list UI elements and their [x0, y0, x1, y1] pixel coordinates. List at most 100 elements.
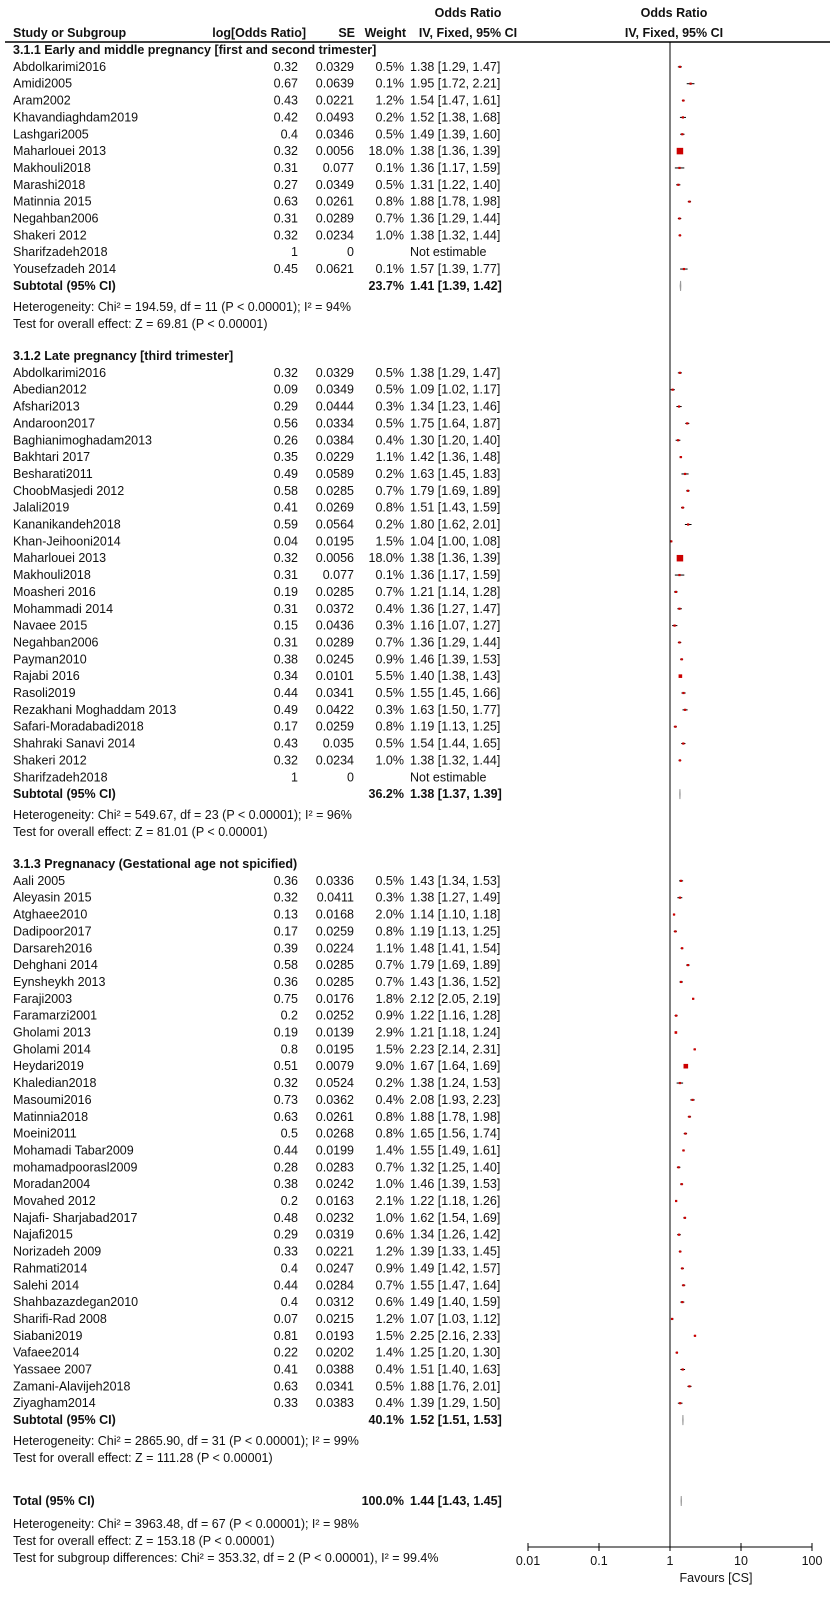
- study-log-or: 0.29: [274, 1228, 298, 1242]
- study-name: Negahban2006: [13, 212, 99, 226]
- study-se: 0.0242: [316, 1177, 354, 1191]
- study-name: Kananikandeh2018: [13, 518, 121, 532]
- study-se: 0.0285: [316, 975, 354, 989]
- header-weight: Weight: [365, 26, 407, 40]
- study-marker: [676, 439, 680, 442]
- study-name: Faraji2003: [13, 992, 72, 1006]
- study-or-ci: 1.22 [1.16, 1.28]: [410, 1009, 500, 1023]
- study-or-ci: Not estimable: [410, 770, 486, 784]
- study-se: 0.0247: [316, 1261, 354, 1275]
- study-log-or: 0.04: [274, 534, 298, 548]
- study-marker: [681, 1368, 684, 1371]
- study-or-ci: 1.55 [1.47, 1.64]: [410, 1278, 500, 1292]
- study-or-ci: 1.88 [1.76, 2.01]: [410, 1379, 500, 1393]
- study-marker: [681, 506, 684, 509]
- study-name: Jalali2019: [13, 501, 69, 515]
- study-name: Atghaee2010: [13, 908, 87, 922]
- study-name: Shakeri 2012: [13, 753, 87, 767]
- study-or-ci: 1.51 [1.40, 1.63]: [410, 1363, 500, 1377]
- subtotal-diamond: [679, 280, 682, 291]
- study-weight: 0.4%: [376, 433, 405, 447]
- study-se: 0.0283: [316, 1160, 354, 1174]
- study-name: Andaroon2017: [13, 416, 95, 430]
- study-name: Ziyagham2014: [13, 1396, 96, 1410]
- study-weight: 0.7%: [376, 212, 405, 226]
- study-log-or: 0.56: [274, 416, 298, 430]
- study-or-ci: 1.40 [1.38, 1.43]: [410, 669, 500, 683]
- study-name: Zamani-Alavijeh2018: [13, 1379, 130, 1393]
- subgroup-title: 3.1.1 Early and middle pregnancy [first …: [13, 43, 376, 57]
- study-se: 0.0056: [316, 144, 354, 158]
- study-name: Mohamadi Tabar2009: [13, 1143, 134, 1157]
- study-or-ci: 2.12 [2.05, 2.19]: [410, 992, 500, 1006]
- study-log-or: 0.75: [274, 992, 298, 1006]
- study-name: Najafi2015: [13, 1228, 73, 1242]
- study-se: 0.0284: [316, 1278, 354, 1292]
- study-or-ci: 1.79 [1.69, 1.89]: [410, 958, 500, 972]
- study-weight: 0.5%: [376, 178, 405, 192]
- study-marker: [675, 1351, 678, 1354]
- study-weight: 0.9%: [376, 1009, 405, 1023]
- study-weight: 0.5%: [376, 1379, 405, 1393]
- study-name: Yassaee 2007: [13, 1363, 92, 1377]
- study-marker: [680, 1183, 683, 1186]
- study-name: Abdolkarimi2016: [13, 60, 106, 74]
- header-study: Study or Subgroup: [13, 26, 127, 40]
- study-se: 0.0411: [317, 891, 354, 905]
- study-or-ci: 1.21 [1.14, 1.28]: [410, 585, 500, 599]
- header-plot-title: Odds Ratio: [641, 6, 708, 20]
- study-se: 0.0384: [316, 433, 354, 447]
- study-weight: 18.0%: [369, 551, 404, 565]
- subtotal-weight: 23.7%: [369, 279, 404, 293]
- study-log-or: 0.4: [281, 1295, 298, 1309]
- study-weight: 2.0%: [376, 908, 405, 922]
- study-log-or: 0.63: [274, 1379, 298, 1393]
- study-se: 0.0259: [316, 720, 354, 734]
- study-se: 0.0422: [316, 703, 354, 717]
- study-or-ci: 1.65 [1.56, 1.74]: [410, 1127, 500, 1141]
- study-se: 0.0285: [316, 585, 354, 599]
- study-weight: 1.2%: [376, 94, 405, 108]
- study-or-ci: 1.52 [1.38, 1.68]: [410, 110, 500, 124]
- study-name: Dehghani 2014: [13, 958, 98, 972]
- study-name: Moradan2004: [13, 1177, 90, 1191]
- study-log-or: 0.32: [274, 753, 298, 767]
- study-log-or: 0.4: [281, 127, 298, 141]
- study-marker: [683, 472, 687, 476]
- study-log-or: 0.19: [274, 1026, 298, 1040]
- study-or-ci: 1.49 [1.42, 1.57]: [410, 1261, 500, 1275]
- study-name: Najafi- Sharjabad2017: [13, 1211, 137, 1225]
- study-weight: 0.3%: [376, 400, 405, 414]
- study-log-or: 0.41: [274, 501, 298, 515]
- study-marker: [679, 879, 683, 882]
- study-or-ci: 1.38 [1.36, 1.39]: [410, 551, 500, 565]
- study-or-ci: 1.42 [1.36, 1.48]: [410, 450, 500, 464]
- study-or-ci: 1.46 [1.39, 1.53]: [410, 1177, 500, 1191]
- study-log-or: 0.36: [274, 874, 298, 888]
- study-name: Maharlouei 2013: [13, 144, 106, 158]
- study-marker: [679, 456, 682, 459]
- study-weight: 0.5%: [376, 383, 405, 397]
- study-marker: [682, 1284, 685, 1287]
- study-name: Aleyasin 2015: [13, 891, 92, 905]
- study-marker: [677, 405, 681, 408]
- study-se: 0.0259: [316, 924, 354, 938]
- study-weight: 0.2%: [376, 110, 405, 124]
- study-log-or: 0.31: [274, 212, 298, 226]
- subtotal-weight: 36.2%: [369, 787, 404, 801]
- study-name: Matinnia 2015: [13, 195, 92, 209]
- study-se: 0.0289: [316, 635, 354, 649]
- study-se: 0.0252: [316, 1009, 354, 1023]
- study-se: 0.0269: [316, 501, 354, 515]
- study-name: Khaledian2018: [13, 1076, 96, 1090]
- study-se: 0.0383: [316, 1396, 354, 1410]
- study-weight: 0.8%: [376, 1127, 405, 1141]
- study-se: 0.0388: [316, 1363, 354, 1377]
- study-name: Yousefzadeh 2014: [13, 262, 116, 276]
- x-axis-tick-label: 10: [734, 1554, 748, 1568]
- study-log-or: 0.43: [274, 737, 298, 751]
- x-axis-tick-label: 0.01: [516, 1554, 540, 1568]
- study-log-or: 1: [291, 770, 298, 784]
- study-weight: 0.4%: [376, 1363, 405, 1377]
- study-log-or: 0.28: [274, 1160, 298, 1174]
